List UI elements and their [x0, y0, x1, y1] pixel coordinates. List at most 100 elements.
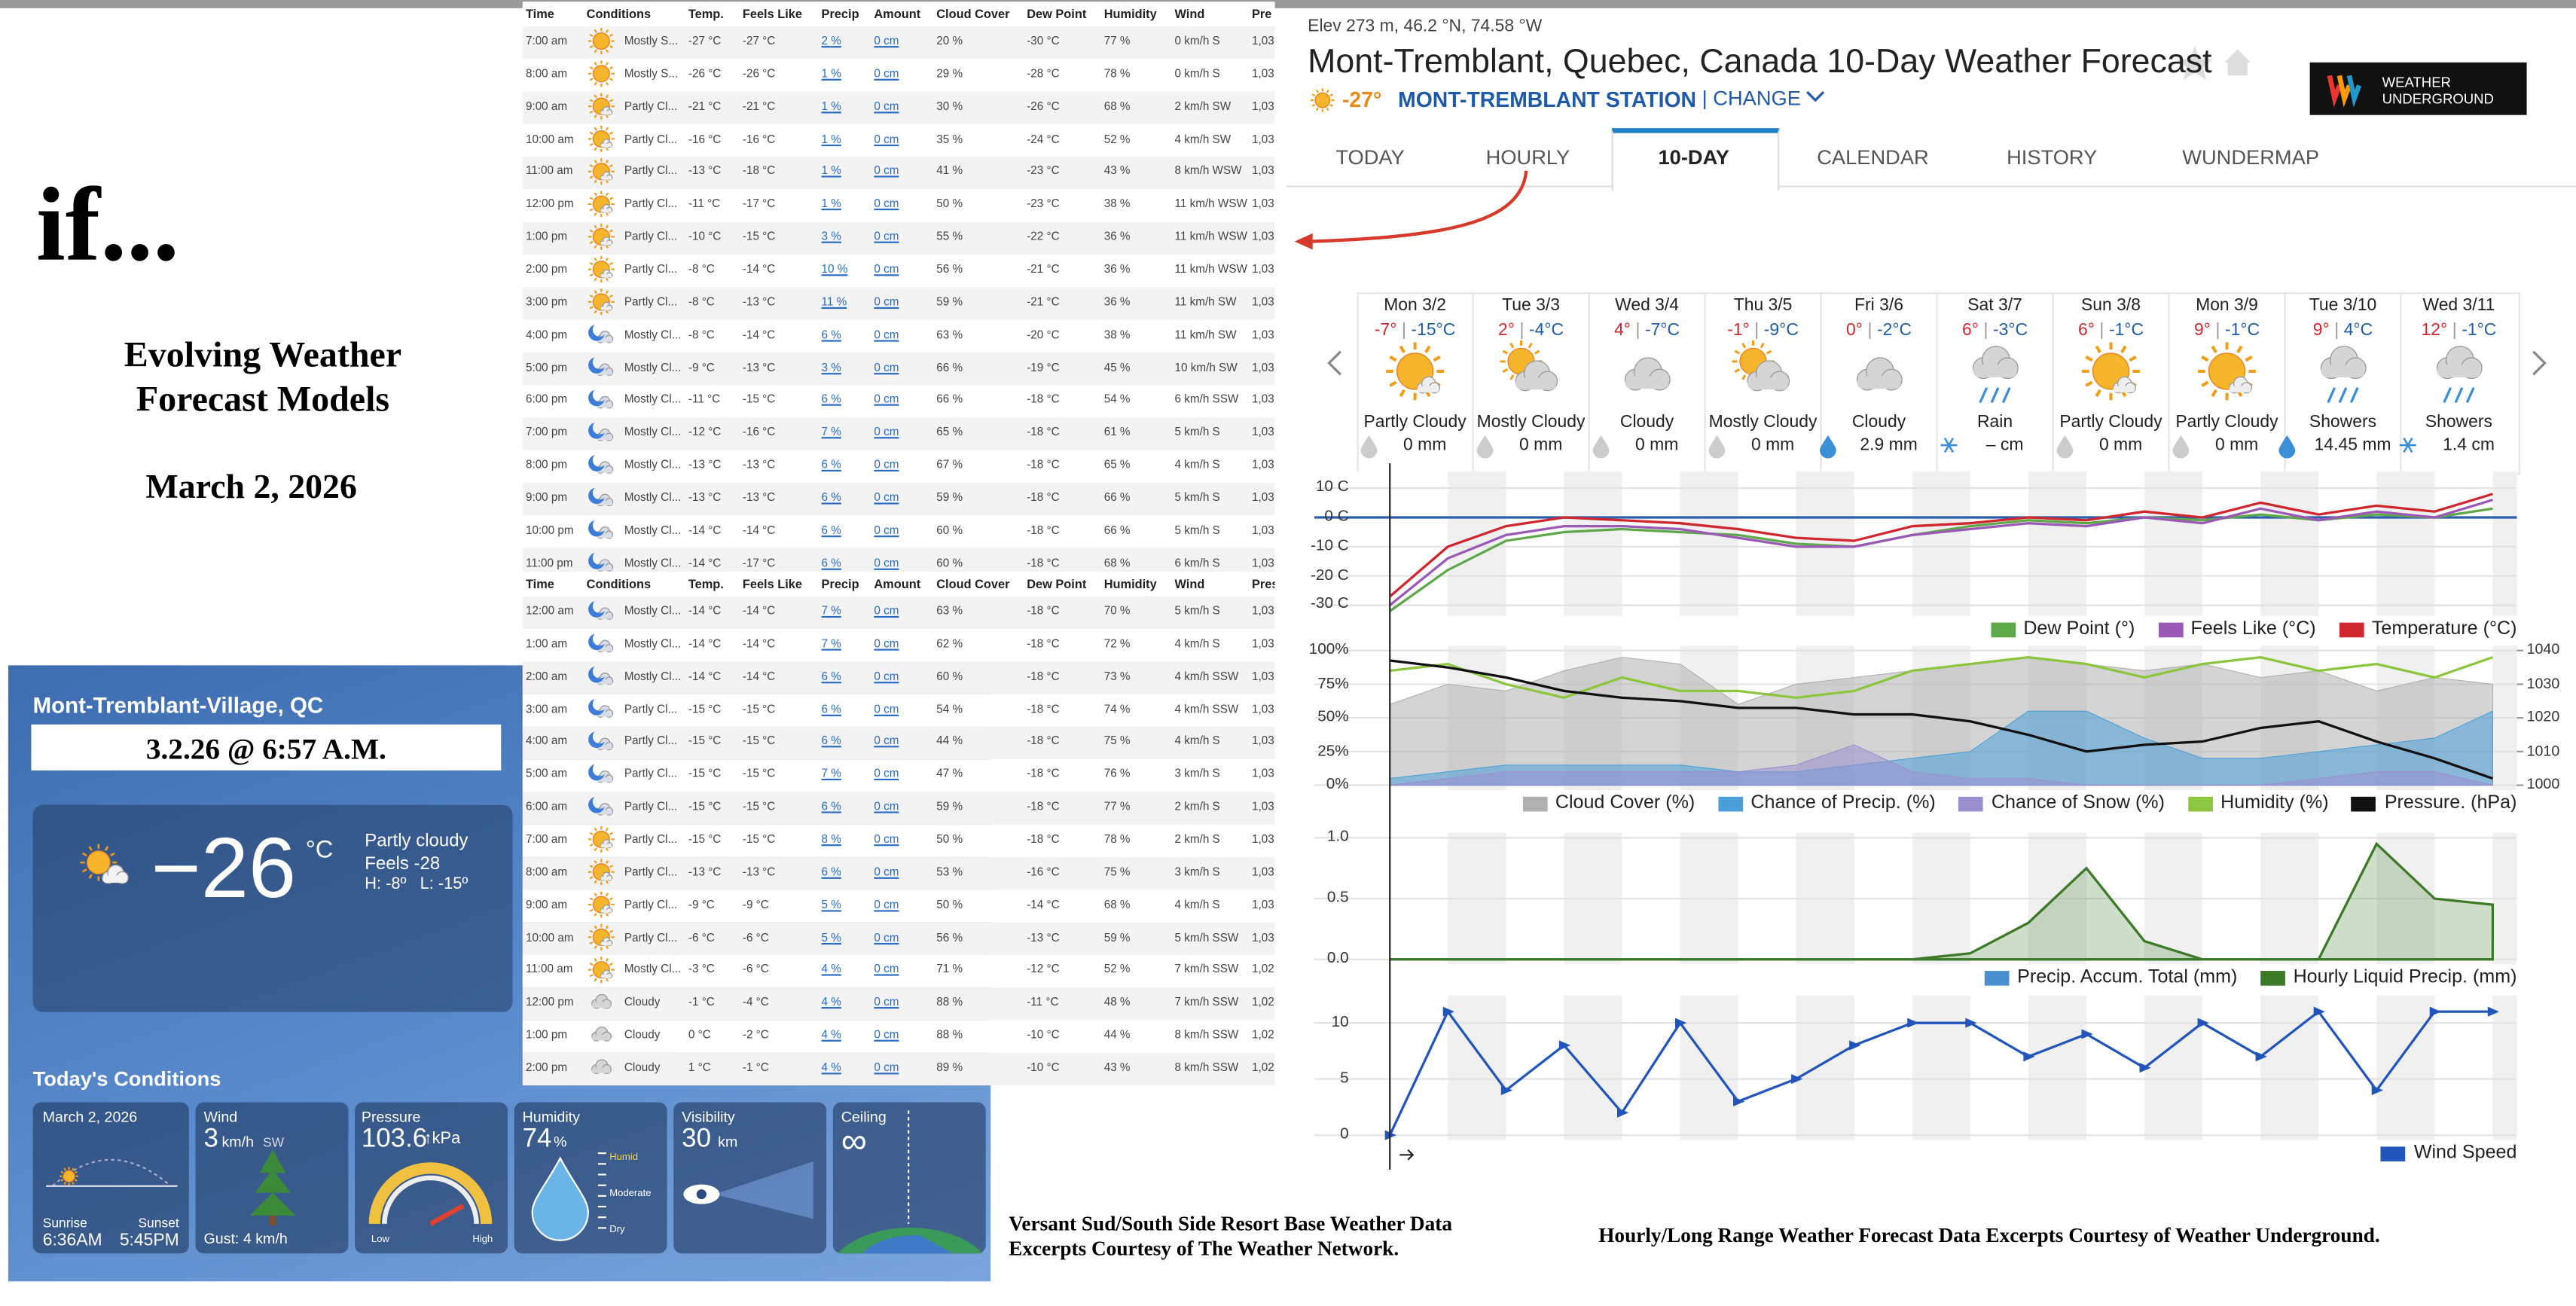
tab[interactable]: 10-DAY — [1658, 146, 1729, 169]
change[interactable]: | CHANGE — [1702, 87, 1801, 111]
y2-tick-label: 1010 — [2526, 741, 2560, 758]
table-cell: 72 % — [1103, 639, 1131, 651]
tab[interactable]: CALENDAR — [1817, 146, 1929, 169]
table-cell: 1,03 — [1252, 525, 1274, 537]
sun-ray — [2201, 380, 2209, 387]
low-temp: -2°C — [1876, 320, 1912, 340]
legend-swatch — [2352, 797, 2376, 813]
sun-ray — [1741, 342, 1747, 349]
prev-arrow[interactable] — [1327, 350, 1341, 376]
y-tick-label: -10 C — [1311, 536, 1349, 555]
legend-item[interactable]: Hourly Liquid Precip. (mm) — [2260, 969, 2516, 988]
table-cell: 59 % — [936, 801, 963, 813]
table-cell: 1,033 — [1252, 671, 1275, 683]
legend-item[interactable]: Chance of Precip. (%) — [1717, 795, 1936, 814]
intro-title: if... — [35, 166, 179, 283]
high-temp: 6° — [1962, 320, 1979, 340]
table-cell: 10 % — [821, 264, 848, 276]
sun-ray — [605, 880, 609, 884]
table-cell: -9 °C — [688, 899, 715, 911]
precip-drop — [2172, 435, 2190, 459]
tab[interactable]: HISTORY — [2007, 146, 2098, 169]
legend-item[interactable]: Pressure. (hPa) — [2352, 795, 2516, 814]
sun — [592, 65, 610, 83]
low-temp: -3°C — [1992, 320, 2028, 340]
table-row-bg — [522, 824, 1275, 858]
top-bar — [0, 0, 2576, 8]
legend-item[interactable]: Chance of Snow (%) — [1958, 795, 2165, 814]
sun-ray — [63, 1182, 66, 1185]
sun-ray — [1502, 368, 1509, 374]
table-cell: 66 % — [1103, 525, 1131, 537]
table-cell: 61 % — [1103, 427, 1131, 439]
table-cell: 1,03 — [1252, 493, 1274, 505]
table-cell: 1,03 — [1252, 101, 1274, 113]
table-cell: 63 % — [936, 329, 963, 341]
precip-drop — [1708, 435, 1726, 459]
temp-separator: | — [2215, 320, 2220, 340]
table-header: Temp. — [688, 6, 724, 22]
night-band — [2028, 471, 2086, 616]
table-cell: 0 km/h S — [1174, 35, 1220, 48]
tab[interactable]: WUNDERMAP — [2182, 146, 2320, 169]
table-cell: -8 °C — [688, 329, 715, 341]
wu-title: Mont-Tremblant, Quebec, Canada 10-Day We… — [1308, 42, 2212, 81]
elevation: Elev 273 m, 46.2 °N, 74.58 °W — [1308, 16, 1543, 36]
table-cell: Partly Cl... — [624, 899, 678, 911]
legend-item[interactable]: Humidity (%) — [2187, 795, 2329, 814]
legend-item[interactable]: Temperature (°C) — [2339, 620, 2516, 639]
table-cell: 3:00 am — [525, 703, 568, 716]
table-cell: 2 km/h S — [1174, 801, 1220, 813]
table-cell: -18 °C — [1027, 703, 1060, 716]
legend-item[interactable]: Precip. Accum. Total (mm) — [1984, 969, 2237, 988]
day-label: Fri 3/6 — [1854, 295, 1903, 316]
sun-ray — [1399, 345, 1406, 353]
table-row-bg — [522, 694, 1275, 727]
current-condition: Partly cloudy — [365, 831, 469, 851]
table-row-bg — [522, 91, 1275, 124]
legend: Dew Point (°) Feels Like (°C) Temperature … — [1990, 620, 2516, 639]
night-band — [1448, 995, 1506, 1140]
table-cell: -26 °C — [688, 69, 722, 81]
table-cell: 1,027 — [1252, 1030, 1275, 1042]
table-cell: Mostly S... — [624, 69, 679, 81]
next-arrow[interactable] — [2532, 350, 2547, 376]
legend-item[interactable]: Feels Like (°C) — [2157, 620, 2316, 639]
table-cell: 5:00 am — [525, 769, 568, 781]
table-cell: 5 km/h SSW — [1174, 932, 1239, 944]
tab[interactable]: HOURLY — [1485, 146, 1570, 169]
cloud — [600, 301, 613, 311]
legend-item[interactable]: Cloud Cover (%) — [1522, 795, 1695, 814]
station[interactable]: MONT-TREMBLANT STATION — [1398, 87, 1697, 112]
table-cell: 52 % — [1103, 965, 1131, 977]
table-cell: -14 °C — [742, 606, 776, 618]
sun-ray — [594, 29, 597, 33]
table-cell: 88 % — [936, 1030, 963, 1042]
table-cell: 1,03 — [1252, 297, 1274, 309]
wind-arrow — [2197, 1018, 2209, 1028]
sun-ray — [605, 957, 609, 962]
table-cell: 11 km/h WSW — [1174, 199, 1247, 211]
table-row-bg — [522, 450, 1275, 484]
humidity-label: Humidity — [522, 1109, 580, 1126]
table-row-bg — [522, 417, 1275, 450]
tab[interactable]: TODAY — [1335, 146, 1405, 169]
table-row-bg — [522, 726, 1275, 760]
intro-subtitle: Evolving Weather — [124, 333, 402, 375]
table-cell: -12 °C — [1027, 965, 1060, 977]
sun-ray — [589, 294, 594, 298]
table-cell: 41 % — [936, 166, 963, 179]
table-row-bg — [522, 385, 1275, 418]
legend-item[interactable]: Dew Point (°) — [1990, 620, 2135, 639]
table-cell: 0 cm — [874, 395, 899, 407]
legend-item[interactable]: Wind Speed — [2381, 1144, 2516, 1164]
table-cell: 0 cm — [874, 427, 899, 439]
logo-mark — [2346, 75, 2362, 108]
table-cell: 71 % — [936, 965, 963, 977]
table-cell: Mostly Cl... — [624, 362, 682, 374]
line — [1390, 656, 2493, 700]
table-header: Amount — [874, 576, 921, 592]
table-cell: -15 °C — [742, 395, 776, 407]
table-cell: -27 °C — [742, 35, 776, 48]
table-cell: 1,03 — [1252, 459, 1274, 472]
